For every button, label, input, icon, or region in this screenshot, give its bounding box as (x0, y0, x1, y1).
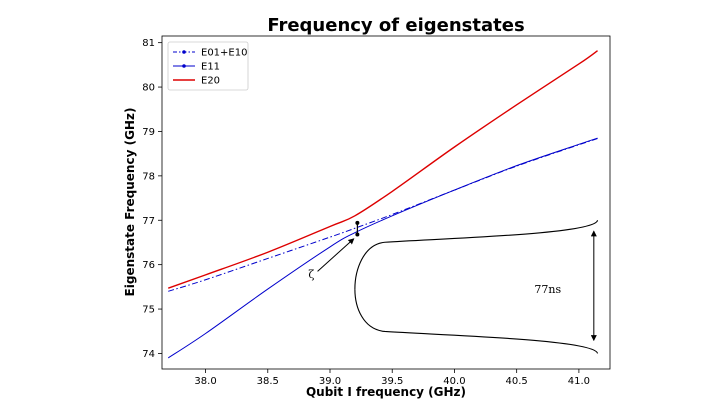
plot-frame (161, 35, 611, 370)
legend-marker-e11 (182, 64, 186, 68)
y-tick-label: 76 (142, 260, 155, 271)
x-tick-label: 41.0 (568, 376, 590, 387)
legend-label-e01-e10: E01+E10 (201, 48, 247, 59)
chart-title: Frequency of eigenstates (267, 15, 524, 36)
legend-label-e20: E20 (201, 76, 220, 87)
legend-marker-e01-e10 (182, 50, 186, 54)
y-tick-label: 80 (142, 83, 155, 94)
pulse-envelope-bottom (354, 289, 599, 354)
y-tick-label: 74 (142, 349, 155, 360)
series-line-e11 (167, 137, 598, 359)
x-tick-label: 39.5 (381, 376, 403, 387)
y-tick-label: 75 (142, 305, 155, 316)
y-axis-label: Eigenstate Frequency (GHz) (123, 108, 137, 297)
y-tick-label: 79 (142, 127, 155, 138)
zeta-gap-dot (355, 220, 360, 225)
pulse-envelope-top (354, 219, 599, 290)
zeta-gap-dot (355, 232, 360, 237)
x-tick-label: 38.0 (194, 376, 216, 387)
x-tick-label: 39.0 (319, 376, 341, 387)
x-tick-label: 40.0 (443, 376, 465, 387)
series-line-e20 (167, 50, 598, 289)
duration-label: 77ns (534, 283, 561, 296)
x-tick-label: 38.5 (257, 376, 279, 387)
y-tick-label: 77 (142, 216, 155, 227)
y-tick-label: 81 (142, 38, 155, 49)
x-tick-label: 40.5 (506, 376, 528, 387)
x-axis-label: Qubit I frequency (GHz) (306, 385, 466, 399)
series-line-e01-e10 (168, 138, 598, 292)
y-tick-label: 78 (142, 171, 155, 182)
legend-box (167, 41, 249, 91)
zeta-label: ζ (308, 268, 314, 281)
legend: E01+E10 E11 E20 (167, 41, 249, 91)
zeta-arrow (317, 238, 355, 272)
legend-label-e11: E11 (201, 62, 220, 73)
plot-area: ζ 77ns (167, 50, 599, 359)
